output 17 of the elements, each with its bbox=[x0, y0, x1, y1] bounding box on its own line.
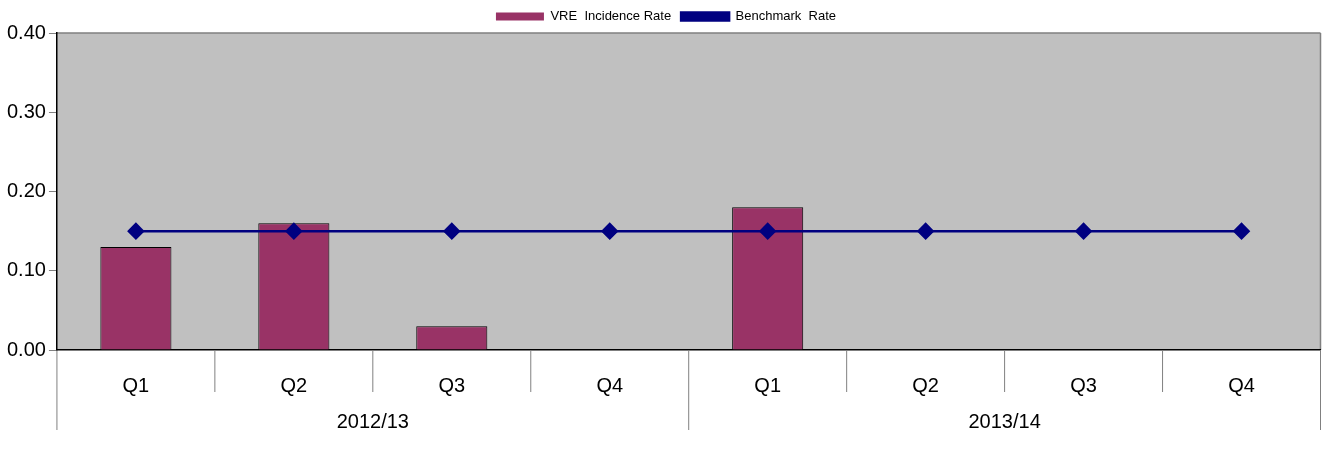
y-tick-label: 0.40 bbox=[6, 20, 46, 43]
text: 2012/13 bbox=[336, 409, 409, 432]
y-tick-label: 0.30 bbox=[6, 99, 46, 122]
x-tick-label: Q2 bbox=[280, 373, 308, 396]
y-tick-label: 0.20 bbox=[6, 179, 46, 202]
x-tick-label: Q1 bbox=[754, 373, 782, 396]
x-tick-label: Q4 bbox=[1228, 373, 1255, 396]
y-tick-label: 0.10 bbox=[6, 258, 46, 281]
legend-label: Benchmark Rate bbox=[735, 8, 837, 24]
text: 2013/14 bbox=[968, 409, 1041, 432]
x-tick-label: Q4 bbox=[596, 373, 624, 396]
y-tick-label: 0.00 bbox=[6, 337, 46, 360]
x-tick-label: Q3 bbox=[1070, 373, 1097, 396]
x-tick-label: Q3 bbox=[438, 373, 466, 396]
legend-label: VRE Incidence Rate bbox=[550, 8, 672, 24]
x-tick-label: Q1 bbox=[122, 373, 150, 396]
x-tick-label: Q2 bbox=[912, 373, 939, 396]
